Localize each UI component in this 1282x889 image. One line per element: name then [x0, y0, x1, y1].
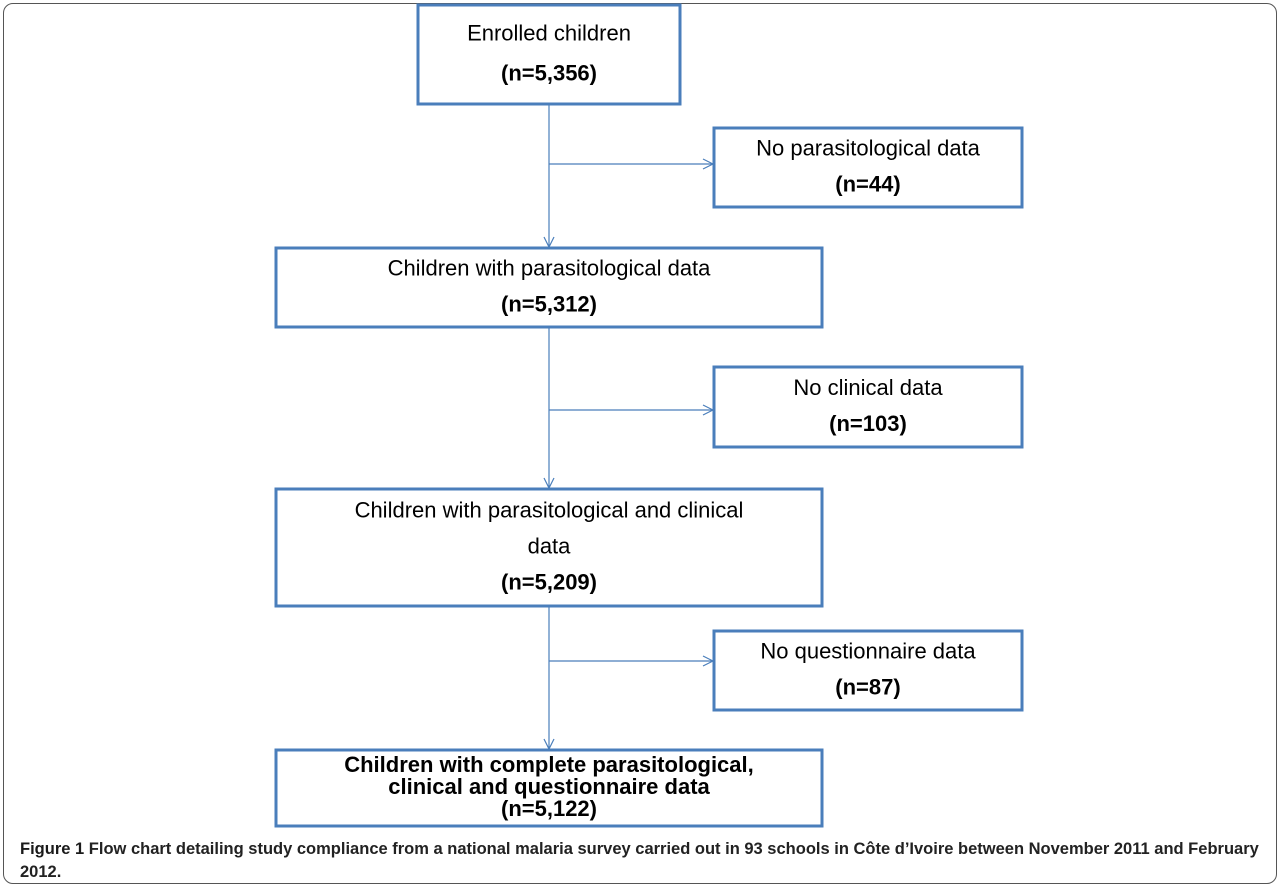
node-box	[416, 3, 682, 106]
connectors	[549, 104, 713, 749]
node-label: Children with parasitological and clinic…	[355, 497, 744, 522]
node-box	[712, 126, 1024, 209]
node-count: (n=5,122)	[501, 796, 597, 821]
node-box	[274, 487, 824, 608]
node-count: (n=44)	[835, 171, 900, 196]
node-label: Children with complete parasitological,	[344, 752, 754, 777]
node-label: clinical and questionnaire data	[388, 774, 710, 799]
node-box	[712, 365, 1024, 449]
caption: Figure 1 Flow chart detailing study comp…	[20, 838, 1260, 884]
node-box	[712, 629, 1024, 712]
node-label: data	[528, 533, 572, 558]
node-box	[274, 246, 824, 329]
node-count: (n=5,312)	[501, 291, 597, 316]
node-label: No clinical data	[793, 375, 943, 400]
node-label: Children with parasitological data	[388, 255, 712, 280]
node-box	[274, 748, 824, 828]
caption-text: Flow chart detailing study compliance fr…	[20, 840, 1259, 881]
node-count: (n=103)	[829, 411, 907, 436]
node-label: No questionnaire data	[760, 638, 976, 663]
caption-label: Figure 1	[20, 840, 85, 858]
flow-chart: Enrolled children (n=5,356) No parasitolog…	[274, 3, 1024, 828]
node-label: No parasitological data	[756, 135, 981, 160]
node-count: (n=5,356)	[501, 60, 597, 85]
node-label: Enrolled children	[467, 20, 631, 45]
node-count: (n=5,209)	[501, 569, 597, 594]
node-count: (n=87)	[835, 674, 900, 699]
